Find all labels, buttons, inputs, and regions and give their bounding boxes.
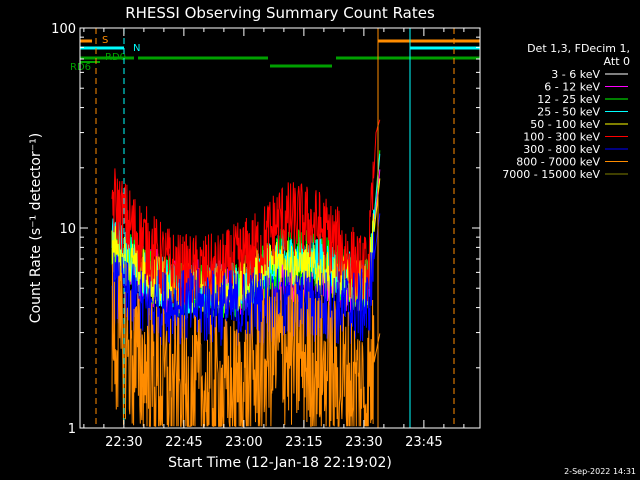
series-trace-5 — [111, 119, 381, 312]
y-axis-label: Count Rate (s⁻¹ detector⁻¹) — [28, 133, 44, 323]
flag-label-rd0: RD0 — [105, 52, 126, 63]
y-tick-label: 10 — [59, 222, 76, 237]
flag-label-n: N — [133, 43, 140, 54]
legend-entry-label: 100 - 300 keV — [523, 131, 600, 144]
x-tick-label: 22:30 — [105, 435, 142, 450]
legend-entry-label: 12 - 25 keV — [537, 93, 600, 106]
series-trace-7 — [111, 263, 381, 428]
x-tick-label: 23:30 — [345, 435, 382, 450]
x-tick-label: 23:15 — [285, 435, 322, 450]
series-trace-4 — [111, 178, 381, 314]
legend-header-line-1: Det 1,3, FDecim 1, — [527, 42, 630, 55]
legend-header-line-2: Att 0 — [604, 55, 630, 68]
footer-timestamp: 2-Sep-2022 14:31 — [564, 467, 636, 476]
y-tick-label: 1 — [68, 422, 76, 437]
axis-layer: 22:30 22:45 23:00 23:15 23:30 23:45 1 10 100 — [51, 22, 480, 450]
legend-entry-label: 7000 - 15000 keV — [502, 168, 600, 181]
x-tick-label: 23:00 — [225, 435, 262, 450]
y-tick-label: 100 — [51, 22, 76, 37]
chart-title: RHESSI Observing Summary Count Rates — [125, 4, 435, 22]
legend-entry-label: 300 - 800 keV — [523, 143, 600, 156]
legend-entry-label: 25 - 50 keV — [537, 106, 600, 119]
legend-entry-label: 6 - 12 keV — [544, 81, 600, 94]
legend-entry-label: 800 - 7000 keV — [516, 156, 600, 169]
flag-layer: S N RD0 RD6 — [70, 35, 480, 73]
x-tick-label: 22:45 — [165, 435, 202, 450]
flag-label-s: S — [102, 35, 108, 46]
x-axis-label: Start Time (12-Jan-18 22:19:02) — [168, 455, 392, 471]
legend-entry-label: 50 - 100 keV — [530, 118, 600, 131]
flag-label-rd6: RD6 — [70, 62, 91, 73]
x-tick-label: 23:45 — [405, 435, 442, 450]
data-layer — [111, 119, 381, 428]
legend-entry-label: 3 - 6 keV — [551, 68, 600, 81]
